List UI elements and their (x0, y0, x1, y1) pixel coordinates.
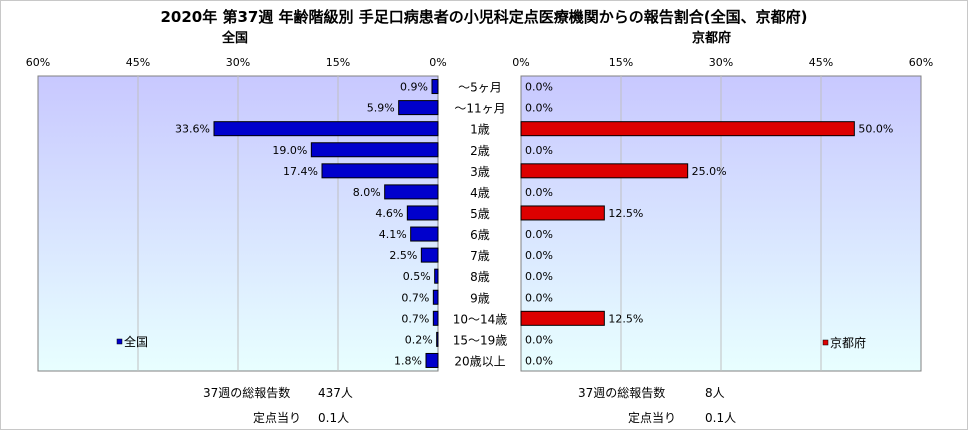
age-category-label: 20歳以上 (454, 354, 505, 368)
age-category-label: ～5ヶ月 (458, 81, 502, 95)
national-data-label: 0.7% (401, 312, 429, 325)
age-category-label: 3歳 (470, 165, 490, 179)
national-legend-swatch (116, 338, 123, 345)
kyoto-tick-label: 45% (809, 56, 833, 69)
kyoto-tick-label: 30% (709, 56, 733, 69)
national-data-label: 0.7% (401, 291, 429, 304)
national-bar (434, 268, 439, 284)
kyoto-panel-title: 京都府 (692, 31, 732, 46)
age-category-label: 7歳 (470, 249, 490, 263)
national-bar (321, 163, 439, 179)
age-category-label: ～11ヶ月 (454, 102, 505, 116)
kyoto-bar (520, 163, 689, 179)
national-bar (420, 247, 439, 263)
national-tick-label: 60% (26, 56, 50, 69)
kyoto-data-label: 25.0% (692, 165, 727, 178)
national-data-label: 2.5% (389, 249, 417, 262)
kyoto-tick-label: 15% (609, 56, 633, 69)
age-category-label: 5歳 (470, 207, 490, 221)
kyoto-data-label: 12.5% (608, 312, 643, 325)
kyoto-data-label: 0.0% (525, 333, 553, 346)
national-bar (213, 121, 439, 137)
national-data-label: 5.9% (367, 102, 395, 115)
kyoto-data-label: 50.0% (858, 123, 893, 136)
kyoto-data-label: 0.0% (525, 249, 553, 262)
kyoto-per-site-value: 0.1人 (705, 411, 737, 425)
age-category-label: 9歳 (470, 291, 490, 305)
kyoto-legend-swatch (822, 339, 829, 346)
national-total-value: 437人 (318, 386, 353, 400)
kyoto-data-label: 0.0% (525, 270, 553, 283)
kyoto-total-value: 8人 (705, 386, 725, 400)
kyoto-legend-label: 京都府 (830, 335, 866, 350)
age-category-label: 1歳 (470, 123, 490, 137)
national-data-label: 19.0% (272, 144, 307, 157)
national-bar (432, 289, 439, 305)
kyoto-total-label: 37週の総報告数 (578, 386, 666, 400)
chart-title: 2020年 第37週 年齢階級別 手足口病患者の小児科定点医療機関からの報告割合… (160, 8, 808, 26)
kyoto-data-label: 0.0% (525, 291, 553, 304)
national-bar (384, 184, 439, 200)
national-panel-title: 全国 (222, 31, 249, 46)
age-category-label: 8歳 (470, 270, 490, 284)
kyoto-data-label: 0.0% (525, 102, 553, 115)
national-tick-label: 45% (126, 56, 150, 69)
kyoto-per-site-label: 定点当り (628, 411, 677, 425)
national-data-label: 4.6% (375, 207, 403, 220)
kyoto-bar (520, 121, 855, 137)
national-data-label: 0.5% (403, 270, 431, 283)
age-category-label: 15～19歳 (453, 333, 508, 347)
national-tick-label: 30% (226, 56, 250, 69)
national-bar (431, 79, 439, 95)
national-data-label: 0.9% (400, 81, 428, 94)
age-category-label: 10～14歳 (453, 312, 508, 326)
national-data-label: 0.2% (405, 333, 433, 346)
national-bar (432, 310, 439, 326)
national-bar (410, 226, 439, 242)
kyoto-tick-label: 0% (512, 56, 529, 69)
kyoto-data-label: 0.0% (525, 354, 553, 367)
national-per-site-value: 0.1人 (318, 411, 350, 425)
kyoto-data-label: 0.0% (525, 186, 553, 199)
national-per-site-label: 定点当り (253, 411, 302, 425)
national-bar (425, 352, 439, 368)
age-category-label: 4歳 (470, 186, 490, 200)
kyoto-bar (520, 205, 605, 221)
kyoto-data-label: 0.0% (525, 81, 553, 94)
national-data-label: 17.4% (283, 165, 318, 178)
national-tick-label: 15% (326, 56, 350, 69)
kyoto-data-label: 0.0% (525, 228, 553, 241)
national-tick-label: 0% (429, 56, 446, 69)
national-data-label: 4.1% (379, 228, 407, 241)
national-bar (310, 142, 439, 158)
national-data-label: 33.6% (175, 123, 210, 136)
national-data-label: 1.8% (394, 354, 422, 367)
national-data-label: 8.0% (353, 186, 381, 199)
kyoto-bar (520, 310, 605, 326)
kyoto-tick-label: 60% (909, 56, 933, 69)
national-bar (398, 100, 439, 116)
national-bar (406, 205, 439, 221)
national-legend-label: 全国 (124, 334, 148, 349)
national-bar (436, 331, 439, 347)
national-total-label: 37週の総報告数 (203, 386, 291, 400)
age-category-label: 2歳 (470, 144, 490, 158)
kyoto-data-label: 0.0% (525, 144, 553, 157)
kyoto-data-label: 12.5% (608, 207, 643, 220)
age-category-label: 6歳 (470, 228, 490, 242)
